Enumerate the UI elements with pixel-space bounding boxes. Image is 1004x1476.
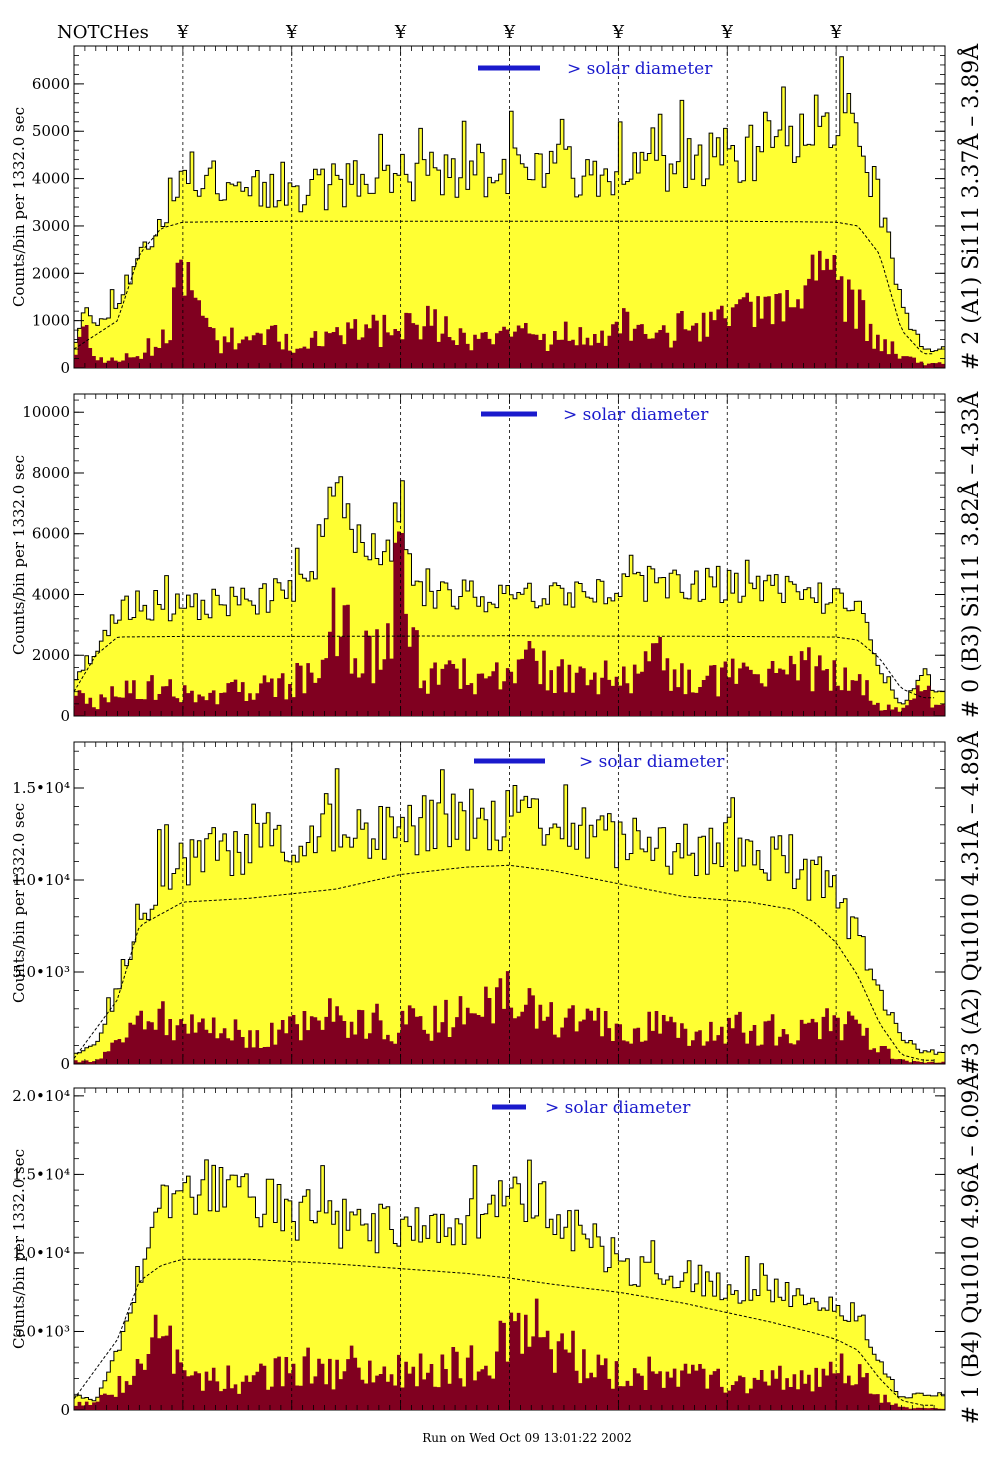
total-counts-outline xyxy=(73,1159,946,1410)
notch-marker: ¥ xyxy=(176,22,189,43)
y-tick-label: 1.0•10⁴ xyxy=(12,871,70,889)
y-tick-label: 5.0•10³ xyxy=(12,1322,70,1340)
y-axis-label: Counts/bin per 1332.0 sec xyxy=(10,803,28,1003)
y-tick-label: 3000 xyxy=(32,217,70,235)
flare-counts-area xyxy=(74,531,945,716)
chart-panel: 0 5.0•10³ 1.0•10⁴ 1.5•10⁴ 2.0•10⁴ Counts/bin … xyxy=(10,1073,984,1425)
panel-title: # 1 (B4) Qu1010 4.96Å – 6.09Å xyxy=(956,1073,984,1425)
model-curve xyxy=(73,1258,935,1406)
y-tick-label: 8000 xyxy=(32,464,70,482)
y-axis-label: Counts/bin per 1332.0 sec xyxy=(10,1149,28,1349)
notches-header: NOTCHes ¥ ¥ ¥ ¥ ¥ ¥ ¥ xyxy=(57,22,842,43)
y-tick-label: 0 xyxy=(60,1401,70,1419)
model-curve xyxy=(73,864,935,1061)
y-tick-label: 4000 xyxy=(32,170,70,188)
flare-counts-area xyxy=(74,250,945,368)
run-timestamp: Run on Wed Oct 09 13:01:22 2002 xyxy=(422,1431,632,1445)
y-tick-label: 1000 xyxy=(32,312,70,330)
model-curve xyxy=(73,220,935,355)
legend-label: > solar diameter xyxy=(567,59,713,79)
y-tick-label: 4000 xyxy=(32,585,70,603)
model-curve xyxy=(73,635,935,699)
y-tick-label: 1.5•10⁴ xyxy=(12,1165,70,1183)
chart-panel: 0 5.0•10³ 1.0•10⁴ 1.5•10⁴ Counts/bin per 133… xyxy=(10,730,984,1074)
y-tick-label: 0 xyxy=(60,1055,70,1073)
y-tick-label: 0 xyxy=(60,359,70,377)
y-tick-label: 1.5•10⁴ xyxy=(12,779,70,797)
flare-counts-area xyxy=(74,971,945,1064)
y-tick-label: 2000 xyxy=(32,646,70,664)
y-tick-label: 2000 xyxy=(32,264,70,282)
notch-marker: ¥ xyxy=(829,22,842,43)
panel-title: # 0 (B3) Si111 3.82Å – 4.33Å xyxy=(956,391,984,719)
total-counts-outline xyxy=(73,56,946,368)
notch-marker: ¥ xyxy=(721,22,734,43)
legend-label: > solar diameter xyxy=(579,752,725,772)
y-tick-label: 5000 xyxy=(32,122,70,140)
y-tick-label: 2.0•10⁴ xyxy=(12,1087,70,1105)
total-counts-area xyxy=(74,476,945,716)
notch-marker: ¥ xyxy=(503,22,516,43)
total-counts-outline xyxy=(73,476,946,716)
notch-marker: ¥ xyxy=(285,22,298,43)
chart-panel: 0 2000 4000 6000 8000 10000 Counts/bin per 133… xyxy=(10,391,984,725)
y-axis-label: Counts/bin per 1332.0 sec xyxy=(10,107,28,307)
notch-marker: ¥ xyxy=(612,22,625,43)
legend-label: > solar diameter xyxy=(545,1098,691,1118)
legend-label: > solar diameter xyxy=(563,405,709,425)
y-tick-label: 5.0•10³ xyxy=(12,963,70,981)
notch-marker: ¥ xyxy=(394,22,407,43)
y-tick-label: 6000 xyxy=(32,75,70,93)
y-tick-label: 6000 xyxy=(32,525,70,543)
panel-title: # 2 (A1) Si111 3.37Å – 3.89Å xyxy=(956,43,984,370)
notches-label: NOTCHes xyxy=(57,22,149,43)
y-tick-label: 10000 xyxy=(22,403,70,421)
y-tick-label: 0 xyxy=(60,707,70,725)
y-tick-label: 1.0•10⁴ xyxy=(12,1244,70,1262)
panel-title: #3 (A2) Qu1010 4.31Å – 4.89Å xyxy=(956,730,984,1074)
y-axis-label: Counts/bin per 1332.0 sec xyxy=(10,455,28,655)
